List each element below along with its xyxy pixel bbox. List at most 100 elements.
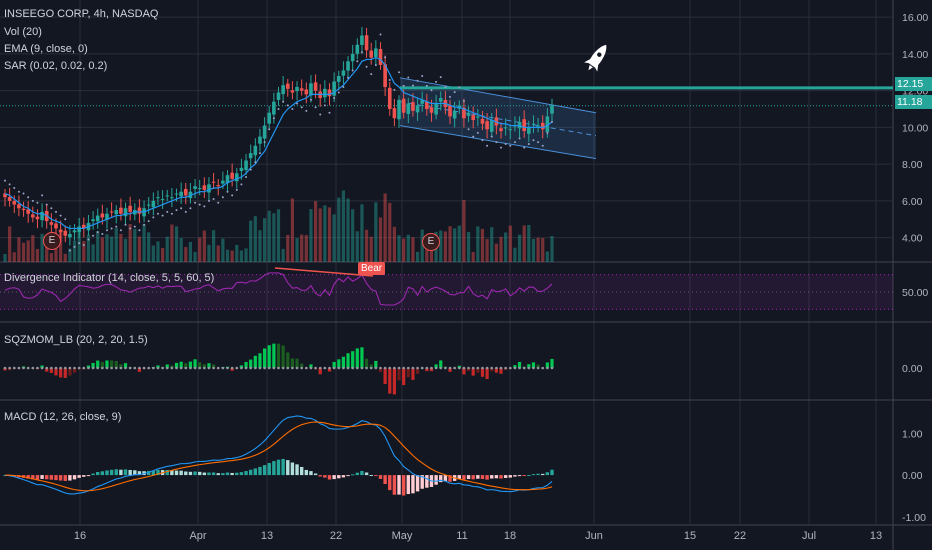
macd-label[interactable]: MACD (12, 26, close, 9) [4, 411, 122, 423]
macd-histogram-bar [536, 473, 540, 476]
volume-bar [105, 234, 109, 262]
sar-dot [45, 203, 48, 206]
macd-histogram-bar [31, 475, 35, 480]
squeeze-dot [226, 366, 229, 370]
squeeze-dot [22, 366, 25, 370]
macd-histogram-bar [457, 475, 461, 480]
volume-bar [364, 229, 369, 262]
squeeze-dot [59, 366, 62, 370]
divergence-label[interactable]: Divergence Indicator (14, close, 5, 5, 6… [4, 272, 215, 284]
macd-histogram-bar [476, 475, 480, 479]
sar-dot [486, 144, 489, 147]
squeeze-dot [504, 366, 507, 370]
macd-histogram-bar [383, 475, 387, 485]
volume-bar [82, 240, 86, 262]
candle-body [160, 199, 165, 201]
volume-bar [267, 210, 271, 262]
squeeze-bar [114, 360, 118, 368]
macd-histogram-bar [267, 463, 271, 476]
macd-histogram-bar [494, 475, 499, 479]
sar-dot [258, 152, 261, 155]
macd-tick-label: 1.00 [902, 428, 923, 440]
squeeze-dot [434, 366, 438, 370]
macd-histogram-bar [443, 475, 448, 482]
sar-dot [309, 98, 312, 101]
volume-bar [170, 224, 174, 262]
squeeze-label[interactable]: SQZMOM_LB (20, 2, 20, 1.5) [4, 334, 148, 346]
squeeze-bar [402, 368, 406, 386]
sar-dot [453, 91, 456, 94]
squeeze-bar [258, 353, 262, 368]
rocket-icon [584, 44, 607, 72]
candle-body [105, 213, 109, 220]
candle-body [392, 108, 397, 119]
squeeze-dot [513, 366, 517, 370]
macd-histogram-bar [299, 466, 304, 476]
volume-bar [531, 238, 536, 262]
volume-bar [346, 198, 350, 262]
candle-body [63, 230, 68, 236]
squeeze-dot [272, 366, 276, 370]
macd-histogram-bar [550, 469, 554, 476]
volume-bar [309, 209, 313, 262]
sar-dot [360, 51, 363, 54]
volume-bar [485, 239, 489, 262]
sar-dot [342, 85, 345, 88]
sar-dot [31, 199, 34, 202]
squeeze-bar [351, 351, 355, 368]
sar-dot [240, 183, 243, 186]
squeeze-dot [420, 366, 424, 370]
sar-dot [374, 63, 377, 66]
squeeze-bar [207, 363, 211, 368]
squeeze-dot [541, 366, 545, 370]
sar-dot [101, 232, 104, 235]
volume-bar [207, 244, 211, 262]
channel-lower [399, 125, 597, 160]
squeeze-dot [337, 366, 341, 370]
volume-bar [12, 252, 16, 262]
sar-dot [523, 146, 526, 149]
squeeze-dot [254, 366, 257, 370]
squeeze-bar [286, 352, 290, 368]
squeeze-bar [272, 343, 276, 368]
squeeze-bar [253, 355, 257, 368]
candle-body [323, 88, 327, 98]
candle-body [21, 208, 26, 211]
sar-dot [490, 135, 493, 138]
volume-bar [91, 244, 95, 262]
squeeze-dot [216, 366, 220, 370]
sar-dot [328, 111, 331, 114]
macd-histogram-bar [77, 475, 81, 478]
squeeze-dot [374, 366, 378, 370]
volume-bar [100, 237, 104, 262]
macd-histogram-bar [105, 470, 109, 476]
volume-bar [8, 226, 12, 262]
sar-dot [268, 128, 271, 131]
volume-bar [332, 214, 336, 262]
indicator-volume[interactable]: Vol (20) [4, 26, 42, 38]
volume-bar [355, 231, 359, 262]
candle-body [174, 193, 179, 195]
squeeze-bar [527, 364, 531, 368]
squeeze-bar [341, 356, 345, 368]
squeeze-bar [100, 362, 104, 368]
squeeze-dot [152, 366, 155, 370]
macd-histogram-bar [541, 473, 545, 476]
squeeze-dot [198, 366, 201, 370]
indicator-ema[interactable]: EMA (9, close, 0) [4, 43, 88, 55]
candle-body [476, 116, 480, 118]
macd-histogram-bar [109, 469, 114, 476]
x-tick-apr: Apr [189, 530, 207, 542]
sar-dot [152, 216, 155, 219]
earnings-letter: E [427, 236, 435, 247]
squeeze-bar [448, 368, 452, 372]
squeeze-dot [263, 366, 266, 370]
squeeze-dot [351, 366, 354, 370]
candle-body [285, 83, 290, 89]
volume-bar [337, 197, 341, 262]
indicator-sar[interactable]: SAR (0.02, 0.02, 0.2) [4, 60, 108, 72]
sar-dot [532, 139, 535, 142]
macd-histogram-bar [318, 475, 322, 477]
macd-histogram-bar [221, 473, 225, 476]
sar-dot [143, 223, 146, 226]
